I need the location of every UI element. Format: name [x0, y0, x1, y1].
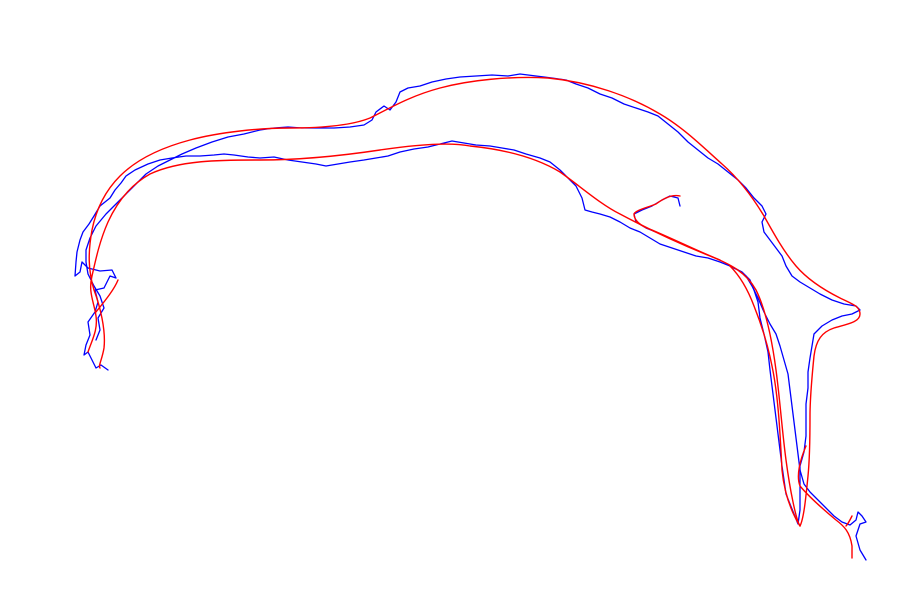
smoothed-trajectory-lower-line	[95, 265, 853, 559]
smoothed-trajectory-line	[87, 76, 861, 527]
noisy-trajectory-line	[74, 140, 867, 561]
smoothed-trajectory-hook-line	[633, 194, 721, 261]
noisy-trajectory-outer-line	[85, 73, 861, 525]
noisy-trajectory-hook-line	[633, 195, 681, 233]
